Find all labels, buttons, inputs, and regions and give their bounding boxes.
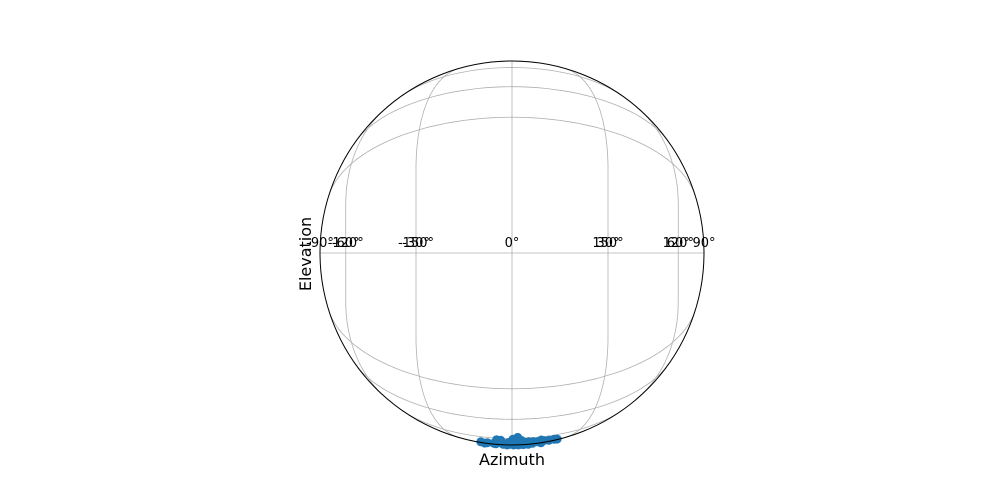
meridian-line [415,67,460,170]
azimuth-tick-label: 60° [667,236,690,251]
x-axis-label: Azimuth [479,450,545,469]
azimuth-tick-labels: -150° -120°-90°-60° -30° 0° 30° 60° 90°120° 150… [306,236,715,251]
scatter-point [476,437,486,447]
meridian-line [635,204,679,401]
azimuth-tick-label: 120° [663,236,694,251]
azimuth-tick-label: 150° [592,236,623,251]
azimuth-tick-label: -120° [328,236,364,251]
azimuth-tick-label: 30° [596,236,619,251]
globe-outline [319,60,705,446]
graticule [319,60,705,446]
azimuth-tick-label: 90° [692,236,715,251]
scatter-point [496,435,506,445]
meridian-line [415,169,460,439]
scatter-point [549,434,559,444]
azimuth-tick-label: 0° [505,236,520,251]
scatter-point [513,432,523,442]
meridian-line [345,204,389,401]
azimuth-tick-label: -30° [402,236,430,251]
meridian-line [564,67,609,170]
y-axis-label: Elevation [296,217,315,291]
meridian-line [635,105,679,206]
meridian-line [564,169,609,439]
azimuth-tick-label: -150° [398,236,434,251]
azimuth-tick-label: -60° [332,236,360,251]
azimuth-tick-label: -90° [306,236,334,251]
meridian-line [345,105,389,206]
